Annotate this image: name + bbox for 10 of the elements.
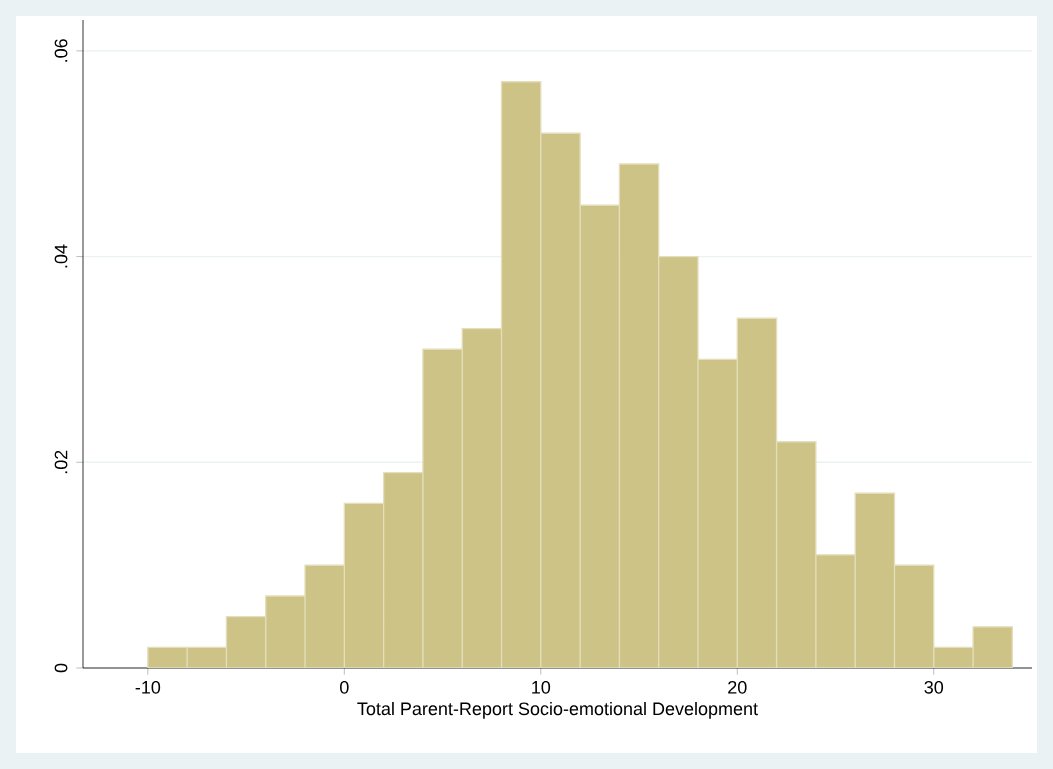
y-tick-label: 0	[54, 663, 68, 673]
x-tick-label: 10	[532, 680, 551, 694]
x-tick-label: -10	[135, 680, 161, 694]
y-tick-label: .04	[54, 244, 68, 268]
x-tick-label: 30	[924, 680, 944, 694]
x-tick-label: 0	[340, 680, 349, 694]
x-axis-title: Total Parent-Report Socio-emotional Development	[357, 701, 758, 719]
x-tick-label: 20	[728, 680, 747, 694]
y-tick-label: .02	[54, 450, 68, 474]
y-tick-label: .06	[54, 39, 68, 62]
